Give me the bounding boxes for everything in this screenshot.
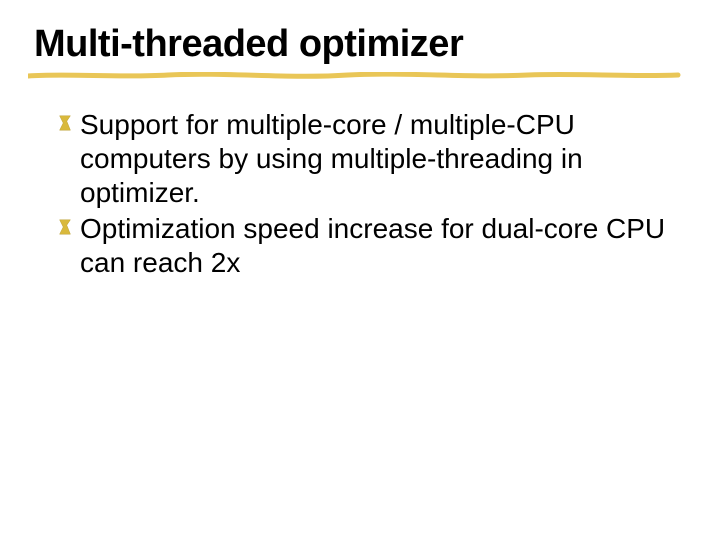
bullet-text: Support for multiple-core / multiple-CPU… (80, 109, 583, 208)
slide: Multi-threaded optimizer Support for mul… (0, 0, 720, 540)
bullet-text: Optimization speed increase for dual-cor… (80, 213, 665, 278)
underline-stroke (28, 72, 688, 84)
bullet-icon (56, 114, 74, 132)
title-underline (34, 72, 686, 80)
slide-title: Multi-threaded optimizer (34, 24, 686, 66)
bullet-icon (56, 218, 74, 236)
bullet-shape (60, 220, 71, 234)
underline-path (28, 74, 678, 76)
list-item: Optimization speed increase for dual-cor… (56, 212, 686, 280)
bullet-list: Support for multiple-core / multiple-CPU… (34, 108, 686, 281)
list-item: Support for multiple-core / multiple-CPU… (56, 108, 686, 210)
bullet-shape (60, 116, 71, 130)
